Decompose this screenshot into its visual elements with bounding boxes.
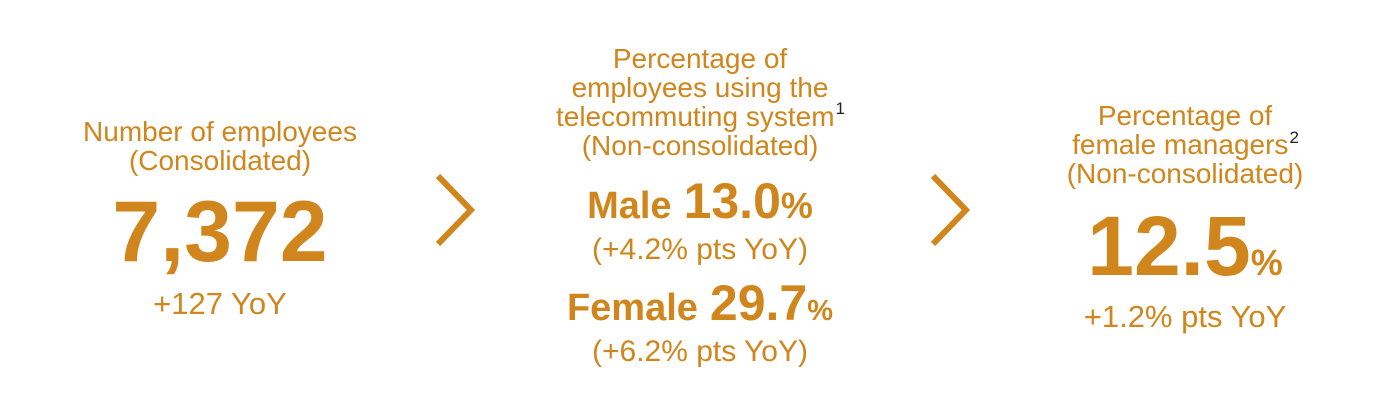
stat-telecommuting-title-line3-text: telecommuting system xyxy=(555,100,835,132)
male-stat-row: Male 13.0% xyxy=(490,176,910,226)
chevron-right-icon xyxy=(420,173,490,247)
stat-female-managers-percent-sign: % xyxy=(1250,242,1283,284)
stat-female-managers-value-row: 12.5% xyxy=(990,204,1380,288)
stat-telecommuting-title: Percentage of employees using the teleco… xyxy=(490,44,910,160)
stat-employees-delta: +127 YoY xyxy=(153,285,287,321)
male-label: Male xyxy=(587,184,672,227)
stat-female-managers-title-line2-text: female managers xyxy=(1072,129,1289,161)
male-value: 13.0 xyxy=(683,172,781,229)
stat-telecommuting-title-line2: employees using the xyxy=(571,71,829,103)
stat-female-managers-title: Percentage of female managers2 (Non-cons… xyxy=(990,101,1380,188)
stat-employees-title-line2: (Consolidated) xyxy=(128,144,312,176)
stat-employees-title: Number of employees (Consolidated) xyxy=(20,117,420,175)
chevron-right-icon xyxy=(910,173,990,247)
female-label: Female xyxy=(566,286,698,329)
stat-employees: Number of employees (Consolidated) 7,372… xyxy=(20,117,420,321)
female-stat-row: Female 29.7% xyxy=(490,278,910,328)
stat-female-managers-delta: +1.2% pts YoY xyxy=(1083,299,1287,335)
male-delta: (+4.2% pts YoY) xyxy=(592,232,808,266)
stat-employees-value: 7,372 xyxy=(112,183,328,280)
stat-female-managers-value: 12.5 xyxy=(1087,199,1251,294)
stat-female-managers: Percentage of female managers2 (Non-cons… xyxy=(990,101,1380,334)
stat-female-managers-title-line2: female managers2 xyxy=(990,128,1380,161)
stat-female-managers-title-line1: Percentage of xyxy=(1097,100,1273,132)
female-percent-sign: % xyxy=(807,294,834,327)
stat-telecommuting: Percentage of employees using the teleco… xyxy=(490,44,910,367)
stat-telecommuting-title-line4: (Non-consolidated) xyxy=(581,129,819,161)
footnote-1-marker: 1 xyxy=(835,99,845,119)
stat-female-managers-title-line3: (Non-consolidated) xyxy=(1066,158,1304,190)
stat-telecommuting-title-line3: telecommuting system1 xyxy=(490,99,910,132)
stat-telecommuting-title-line1: Percentage of xyxy=(612,42,788,74)
female-delta: (+6.2% pts YoY) xyxy=(592,334,808,368)
male-percent-sign: % xyxy=(780,184,813,226)
female-value: 29.7 xyxy=(709,274,808,331)
footnote-2-marker: 2 xyxy=(1289,128,1299,148)
stat-employees-title-line1: Number of employees xyxy=(83,115,357,147)
